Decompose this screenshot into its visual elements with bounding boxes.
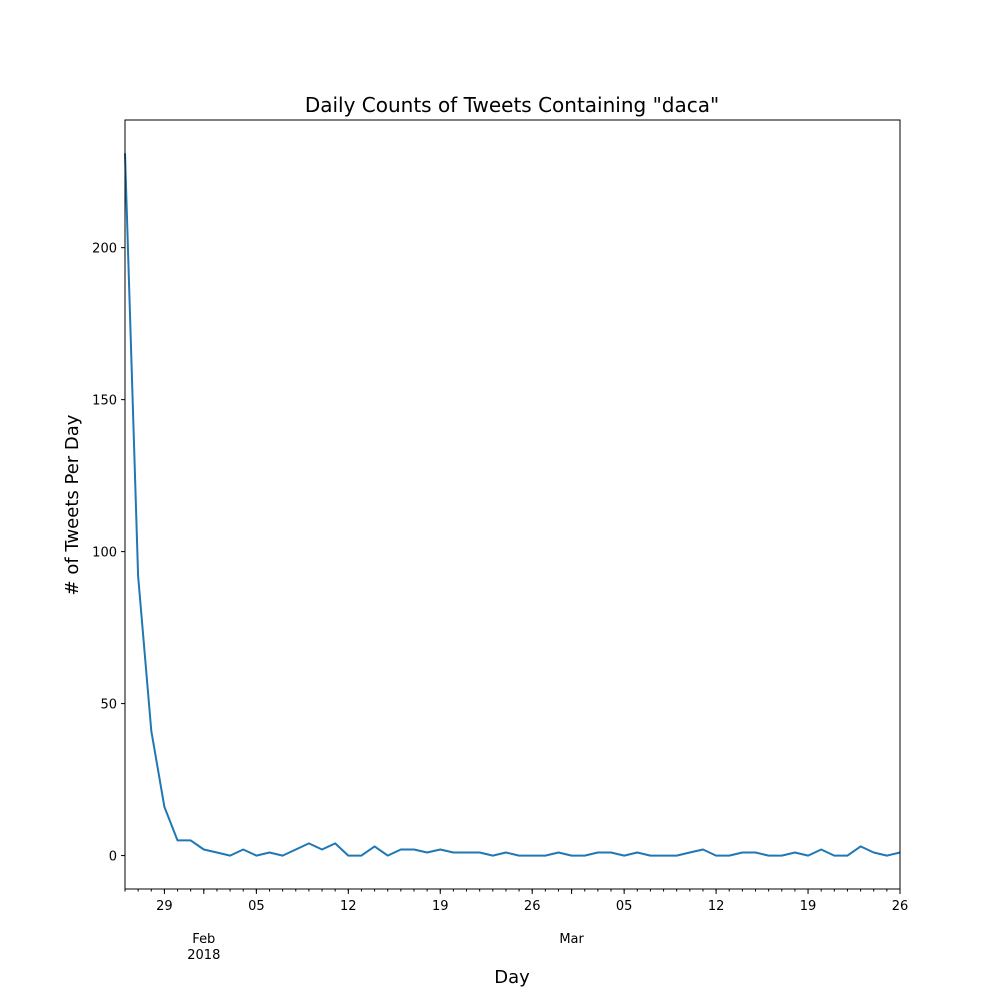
x-tick-label: 05 [248, 899, 265, 914]
series-line [124, 153, 901, 857]
x-month-label: Feb [192, 932, 215, 947]
y-tick-label: 100 [92, 546, 117, 561]
y-tick-label: 50 [100, 698, 117, 713]
x-month-label: Mar [559, 932, 584, 947]
x-tick-label: 29 [156, 899, 173, 914]
y-tick-label: 200 [92, 242, 117, 257]
x-tick-label: 12 [340, 899, 357, 914]
plot-area [124, 153, 901, 857]
x-axis-label: Day [494, 967, 530, 988]
x-tick-label: 19 [432, 899, 449, 914]
x-year-label: 2018 [187, 948, 220, 963]
x-tick-label: 26 [524, 899, 541, 914]
x-tick-label: 05 [616, 899, 633, 914]
y-tick-label: 0 [109, 850, 117, 865]
y-axis-label: # of Tweets Per Day [62, 414, 83, 595]
x-tick-label: 19 [800, 899, 817, 914]
x-tick-label: 26 [892, 899, 909, 914]
y-tick-label: 150 [92, 394, 117, 409]
x-tick-label: 12 [708, 899, 725, 914]
chart-title: Daily Counts of Tweets Containing "daca" [305, 93, 719, 117]
plot-frame [124, 119, 901, 890]
